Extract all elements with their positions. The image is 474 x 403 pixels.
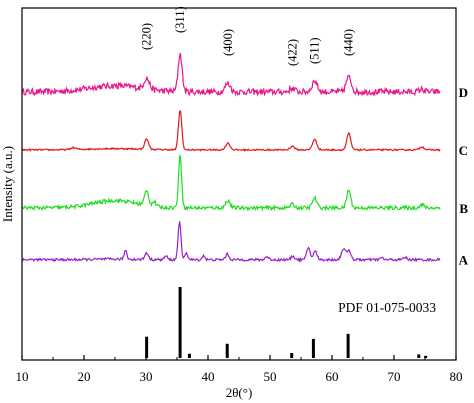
peak-label: (440)	[342, 29, 356, 56]
x-tick-label: 80	[450, 369, 463, 384]
x-axis-ticks: 10 20 30 40 50 60 70 80	[16, 355, 463, 384]
peak-label: (311)	[173, 6, 187, 33]
peak-label: (400)	[221, 29, 235, 56]
reference-pattern	[145, 287, 428, 358]
series-line-d	[21, 52, 441, 97]
x-tick-label: 70	[388, 369, 401, 384]
x-tick-label: 60	[326, 369, 339, 384]
peak-label: (422)	[285, 39, 299, 66]
x-tick-label: 30	[140, 369, 153, 384]
series-line-a	[21, 221, 441, 263]
x-axis-title: 2θ(°)	[226, 385, 253, 400]
peak-label: (220)	[140, 23, 154, 50]
x-tick-label: 20	[78, 369, 91, 384]
series-line-b	[21, 153, 441, 212]
series-label-b: B	[459, 201, 468, 216]
x-tick-label: 50	[264, 369, 277, 384]
series-label-a: A	[459, 253, 469, 268]
x-tick-label: 40	[202, 369, 215, 384]
series-label-c: C	[459, 143, 468, 158]
peak-annotations: (220) (311) (400) (422) (511) (440)	[140, 6, 356, 66]
series-labels: D C B A	[459, 85, 469, 268]
series-line-c	[21, 110, 441, 152]
y-axis-title: Intensity (a.u.)	[0, 146, 15, 222]
x-tick-label: 10	[16, 369, 29, 384]
series-label-d: D	[459, 85, 468, 100]
peak-label: (511)	[308, 37, 322, 64]
reference-label: PDF 01-075-0033	[338, 300, 436, 315]
diffraction-curves	[21, 52, 441, 263]
